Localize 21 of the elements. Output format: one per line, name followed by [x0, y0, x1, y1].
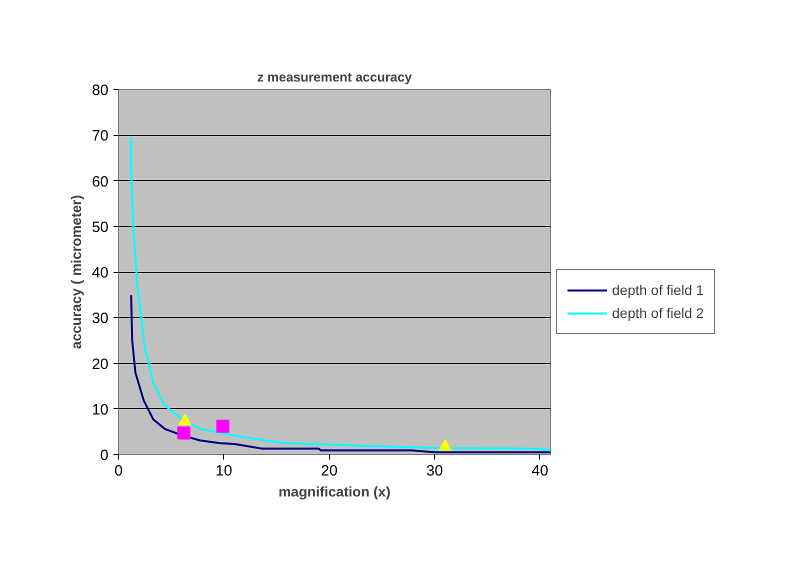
x-tick-label: 10 — [216, 462, 232, 480]
x-tick-label: 20 — [320, 462, 338, 480]
y-tick-label: 60 — [92, 173, 109, 190]
y-tick-label: 20 — [92, 356, 109, 373]
legend-label: depth of field 2 — [612, 305, 704, 321]
y-tick-label: 10 — [92, 401, 109, 418]
y-tick-label: 30 — [92, 310, 109, 328]
x-axis-title: magnification (x) — [278, 484, 391, 500]
y-tick-label: 70 — [92, 128, 109, 145]
y-tick-label: 40 — [92, 264, 109, 282]
y-axis-title: accuracy ( micrometer) — [68, 194, 84, 350]
line-series — [130, 136, 550, 452]
line-series — [130, 294, 550, 454]
x-tick-label: 40 — [532, 462, 548, 480]
x-tick-label: 30 — [426, 462, 443, 480]
y-tick-label: 0 — [100, 447, 108, 464]
y-tick-label: 50 — [92, 218, 109, 236]
legend-label: depth of field 1 — [612, 282, 704, 298]
x-tick-label: 0 — [114, 462, 123, 480]
chart-title: z measurement accuracy — [257, 70, 413, 84]
y-tick-label: 80 — [92, 82, 109, 99]
